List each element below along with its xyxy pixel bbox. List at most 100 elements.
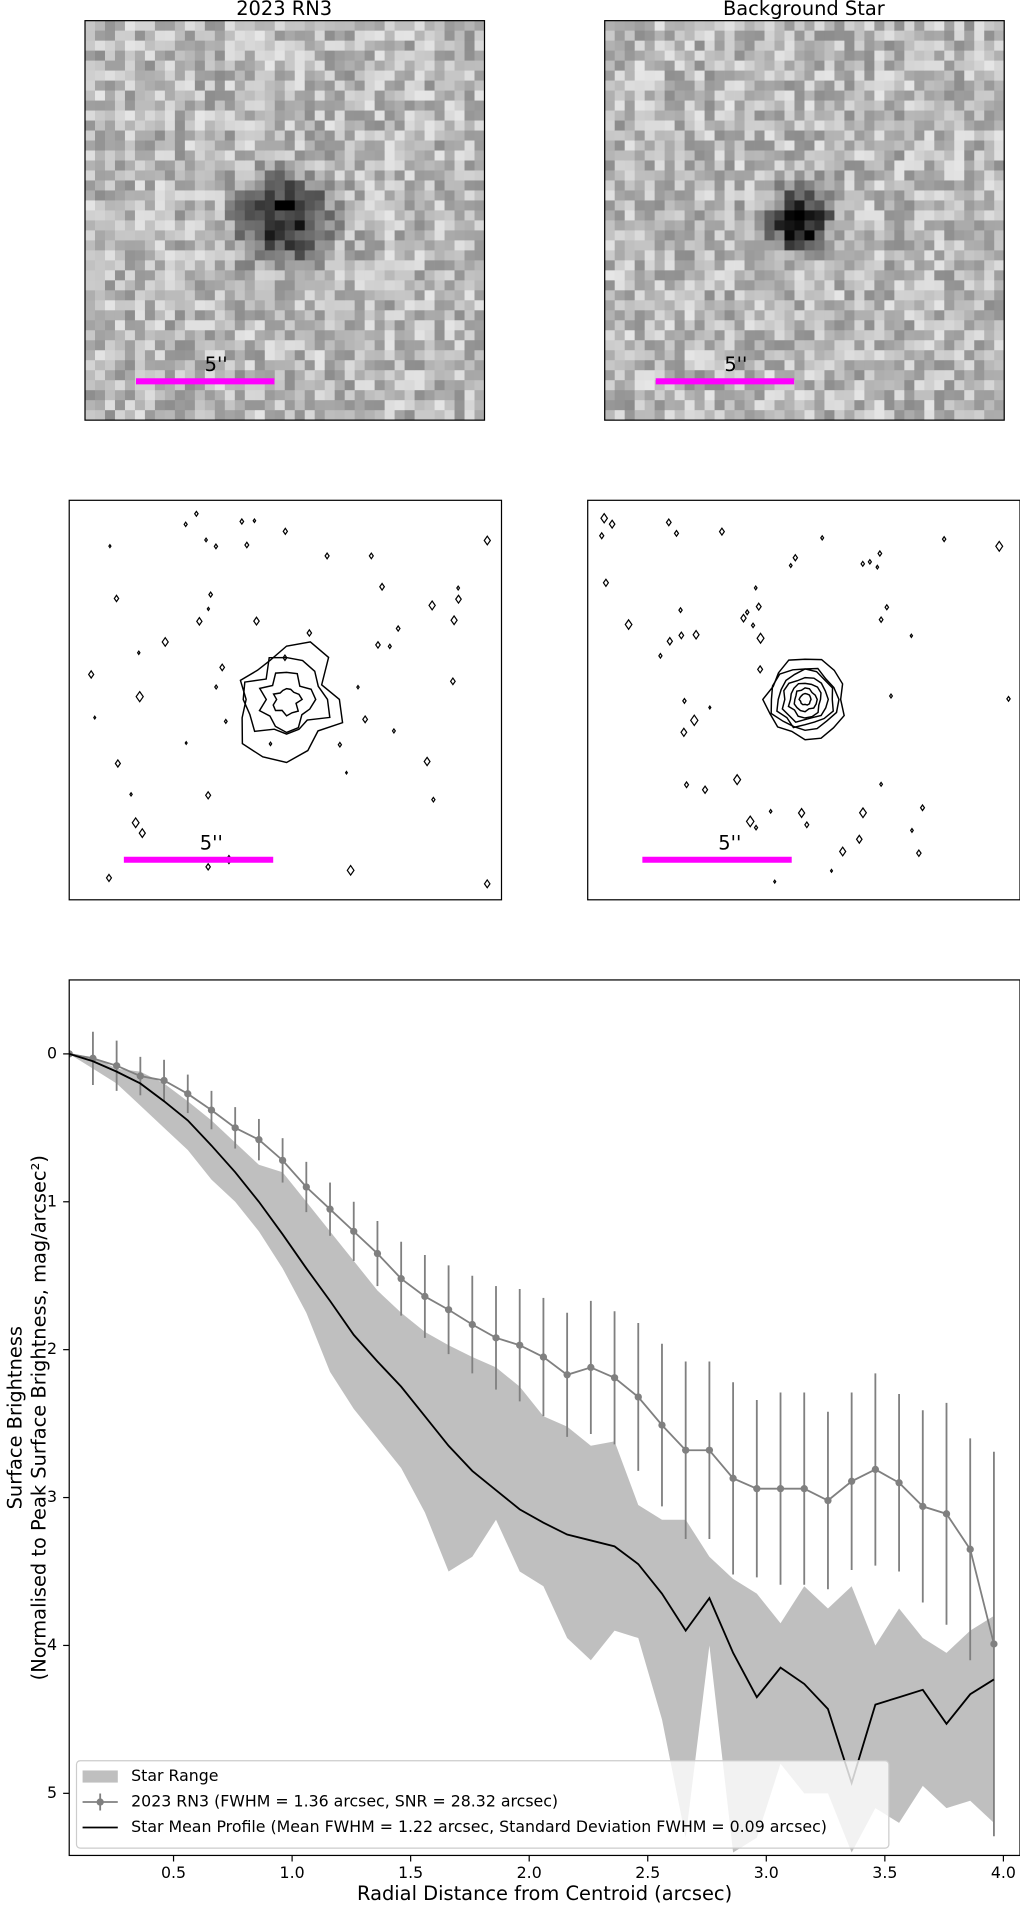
pixel xyxy=(704,240,715,251)
pixel xyxy=(854,300,865,311)
pixel xyxy=(344,330,356,341)
pixel xyxy=(194,330,206,341)
pixel xyxy=(984,110,995,121)
pixel xyxy=(384,280,395,291)
pixel xyxy=(904,210,915,221)
pixel xyxy=(474,200,485,211)
pixel xyxy=(284,310,296,321)
pixel xyxy=(334,240,346,251)
pixel xyxy=(154,270,166,281)
pixel xyxy=(104,210,116,221)
speck xyxy=(909,827,914,834)
pixel xyxy=(204,190,216,201)
pixel xyxy=(704,270,715,281)
pixel xyxy=(794,260,805,271)
pixel xyxy=(624,200,636,211)
pixel xyxy=(324,30,336,41)
pixel xyxy=(694,120,705,131)
pixel xyxy=(284,300,296,311)
pixel xyxy=(394,320,405,331)
pixel xyxy=(224,380,236,391)
pixel xyxy=(934,60,945,71)
pixel xyxy=(684,30,695,41)
pixel xyxy=(394,410,405,421)
pixel xyxy=(634,100,646,111)
pixel xyxy=(934,200,945,211)
pixel xyxy=(264,360,276,371)
pixel xyxy=(274,40,286,51)
pixel xyxy=(764,60,775,71)
pixel xyxy=(114,380,126,391)
pixel xyxy=(454,160,465,171)
speck xyxy=(683,780,690,789)
speck xyxy=(131,816,140,829)
pixel xyxy=(614,340,626,351)
pixel xyxy=(804,100,815,111)
pixel xyxy=(744,140,755,151)
pixel xyxy=(174,180,186,191)
pixel xyxy=(894,350,905,361)
pixel xyxy=(444,370,455,381)
pixel xyxy=(704,130,715,141)
pixel xyxy=(954,150,965,161)
pixel xyxy=(904,150,915,161)
pixel xyxy=(474,350,485,361)
pixel xyxy=(724,210,735,221)
pixel xyxy=(924,230,935,241)
pixel xyxy=(784,80,795,91)
pixel xyxy=(934,160,945,171)
pixel xyxy=(664,140,675,151)
pixel xyxy=(474,290,485,301)
pixel xyxy=(134,60,146,71)
pixel xyxy=(864,240,875,251)
pixel xyxy=(844,30,855,41)
pixel xyxy=(704,380,715,391)
pixel xyxy=(85,170,96,181)
pixel xyxy=(114,290,126,301)
speck xyxy=(223,718,228,725)
pixel xyxy=(404,100,415,111)
pixel xyxy=(344,310,356,321)
pixel xyxy=(194,180,206,191)
pixel xyxy=(834,120,845,131)
pixel xyxy=(734,410,745,421)
pixel xyxy=(444,300,455,311)
pixel xyxy=(404,400,415,411)
pixel xyxy=(94,370,106,381)
pixel xyxy=(614,200,626,211)
pixel xyxy=(924,20,935,32)
pixel xyxy=(674,100,685,111)
pixel xyxy=(904,20,915,32)
pixel xyxy=(734,20,745,32)
pixel xyxy=(934,20,945,32)
pixel xyxy=(464,260,475,271)
pixel xyxy=(864,60,875,71)
pixel xyxy=(724,270,735,281)
pixel xyxy=(724,150,735,161)
pixel xyxy=(434,130,445,141)
pixel xyxy=(374,220,385,231)
pixel xyxy=(174,220,186,231)
pixel xyxy=(694,220,705,231)
pixel xyxy=(104,390,116,401)
speck xyxy=(1006,695,1011,703)
pixel xyxy=(304,210,316,221)
pixel xyxy=(834,390,845,401)
pixel xyxy=(884,30,895,41)
pixel xyxy=(144,310,156,321)
pixel xyxy=(144,410,156,421)
speck xyxy=(772,879,777,885)
pixel xyxy=(854,230,865,241)
pixel xyxy=(184,400,196,411)
marker xyxy=(255,1136,263,1144)
pixel xyxy=(734,90,745,101)
pixel xyxy=(664,70,675,81)
pixel xyxy=(824,250,835,261)
pixel xyxy=(144,230,156,241)
pixel xyxy=(114,340,126,351)
pixel xyxy=(134,160,146,171)
pixel xyxy=(624,390,636,401)
pixel xyxy=(654,290,666,301)
pixel xyxy=(104,220,116,231)
frame xyxy=(68,499,503,901)
